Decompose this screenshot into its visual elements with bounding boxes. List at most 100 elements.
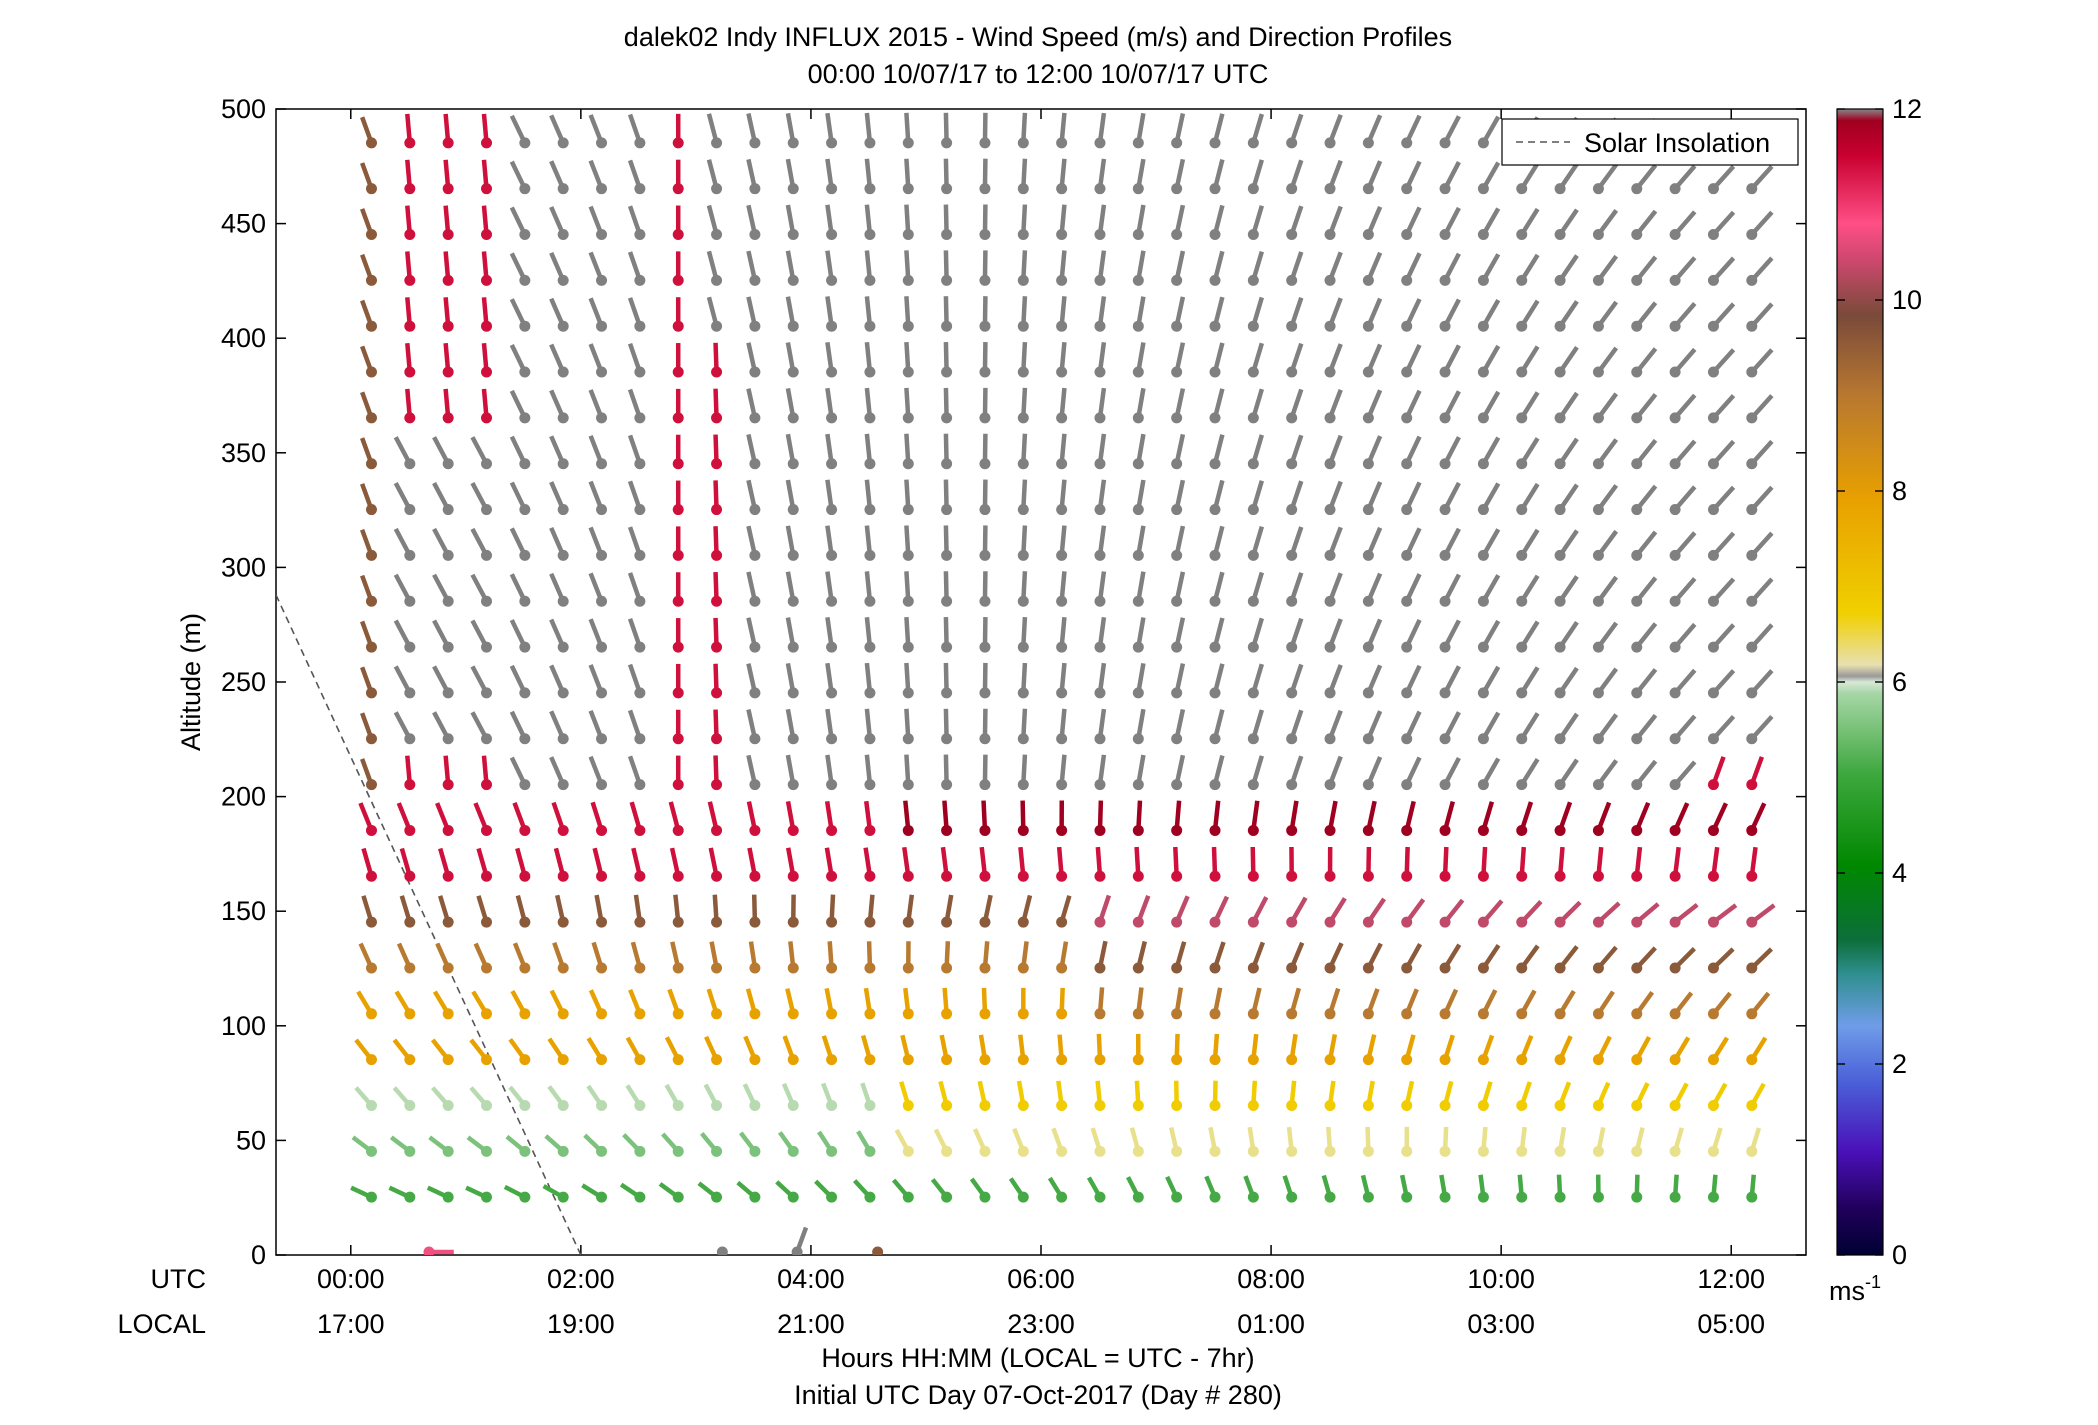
wind-arrow-head [519, 183, 531, 195]
wind-arrow-head [519, 1191, 531, 1203]
wind-arrow-head [979, 733, 991, 745]
wind-arrow-shaft [1483, 71, 1498, 97]
wind-arrow-head [749, 687, 761, 699]
wind-arrow-head [557, 641, 569, 653]
wind-arrow-head [1171, 458, 1183, 470]
wind-arrow-head [596, 733, 608, 745]
wind-arrow-head [634, 641, 646, 653]
wind-arrow-head [1401, 916, 1413, 928]
wind-arrow-head [634, 274, 646, 286]
wind-arrow-head [1592, 733, 1604, 745]
wind-arrow-head [1516, 641, 1528, 653]
wind-arrow-head [672, 687, 684, 699]
wind-arrow-head [1362, 641, 1374, 653]
wind-arrow-head [826, 916, 838, 928]
wind-arrow-head [634, 92, 645, 103]
wind-arrow-head [1209, 412, 1221, 424]
wind-arrow-head [787, 824, 799, 836]
wind-arrow-head [1669, 229, 1681, 241]
wind-arrow-head [1477, 458, 1489, 470]
wind-arrow-head [1094, 824, 1106, 836]
wind-arrow-head [672, 458, 684, 470]
wind-arrow-head [1631, 1099, 1643, 1111]
wind-arrow-head [634, 1145, 646, 1157]
wind-arrow-head [1247, 1145, 1259, 1157]
wind-arrow-head [365, 1008, 377, 1020]
wind-arrow-head [902, 1191, 914, 1203]
wind-arrow-head [404, 366, 416, 378]
wind-arrow-head [404, 320, 416, 332]
wind-arrow-head [442, 962, 454, 974]
wind-arrow-head [787, 366, 799, 378]
wind-arrow-head [1631, 183, 1643, 195]
wind-arrow-head [1707, 916, 1719, 928]
wind-arrow-head [749, 92, 760, 103]
wind-arrow-head [1516, 1099, 1528, 1111]
wind-arrow-head [1247, 458, 1259, 470]
wind-arrow-head [365, 549, 377, 561]
wind-arrow-head [864, 1191, 876, 1203]
wind-arrow-head [1017, 458, 1029, 470]
wind-arrow-head [1439, 1145, 1451, 1157]
wind-arrow-head [1132, 962, 1144, 974]
y-tick-label: 50 [236, 1125, 266, 1155]
wind-arrow-head [1017, 183, 1029, 195]
wind-arrow-head [634, 320, 646, 332]
wind-arrow-head [787, 504, 799, 516]
wind-arrow-head [1669, 779, 1681, 791]
wind-arrow-head [596, 962, 608, 974]
wind-arrow-head [864, 549, 876, 561]
wind-arrow-head [1209, 183, 1221, 195]
wind-arrow-head [864, 274, 876, 286]
wind-arrow-head [1631, 1054, 1643, 1066]
wind-arrow-head [1247, 366, 1259, 378]
wind-arrow-head [481, 1191, 493, 1203]
x-tick-label-local: 01:00 [1237, 1309, 1305, 1339]
wind-arrow-head [1247, 1054, 1259, 1066]
wind-arrow-head [1439, 779, 1451, 791]
wind-arrow-head [1017, 687, 1029, 699]
wind-arrow-head [1017, 229, 1029, 241]
wind-arrow-head [1401, 641, 1413, 653]
wind-arrow-head [404, 641, 416, 653]
wind-arrow-head [1707, 320, 1719, 332]
wind-arrow-head [634, 687, 646, 699]
wind-arrow-head [1746, 916, 1758, 928]
wind-arrow-head [519, 1054, 531, 1066]
wind-arrow-head [1401, 962, 1413, 974]
wind-arrow-head [1746, 1191, 1758, 1203]
wind-arrow-head [902, 916, 914, 928]
wind-arrow-head [481, 1099, 493, 1111]
wind-arrow-head [634, 595, 646, 607]
wind-arrow-head [864, 916, 876, 928]
wind-arrow-head [1707, 504, 1719, 516]
wind-arrow-head [1707, 183, 1719, 195]
wind-arrow-head [1094, 92, 1105, 103]
wind-arrow-head [672, 779, 684, 791]
surface-arrow-head [791, 1246, 803, 1255]
wind-arrow-head [1554, 687, 1566, 699]
wind-arrow-head [979, 274, 991, 286]
wind-arrow-head [519, 137, 531, 149]
wind-arrow-head [404, 412, 416, 424]
wind-arrow-head [711, 824, 723, 836]
wind-arrow-head [941, 595, 953, 607]
wind-arrow-head [1439, 137, 1451, 149]
wind-arrow-head [749, 733, 761, 745]
wind-arrow-shaft [1445, 70, 1459, 97]
wind-arrow-shaft [484, 68, 487, 97]
surface-arrow-head [716, 1246, 728, 1255]
y-tick-label: 250 [221, 667, 266, 697]
wind-arrow-head [979, 549, 991, 561]
wind-arrow-head [826, 320, 838, 332]
wind-arrow-head [1631, 870, 1643, 882]
wind-arrow-head [1171, 1191, 1183, 1203]
wind-arrow-head [1286, 641, 1298, 653]
wind-arrow-head [1669, 824, 1681, 836]
wind-arrow-head [481, 824, 493, 836]
wind-arrow-head [711, 183, 723, 195]
wind-arrow-head [1247, 962, 1259, 974]
wind-arrow-head [1746, 962, 1758, 974]
wind-arrow-head [1286, 733, 1298, 745]
x-axis: 00:00 17:00 02:00 19:00 04:00 21:00 06:00 23:00… [317, 109, 1765, 1339]
